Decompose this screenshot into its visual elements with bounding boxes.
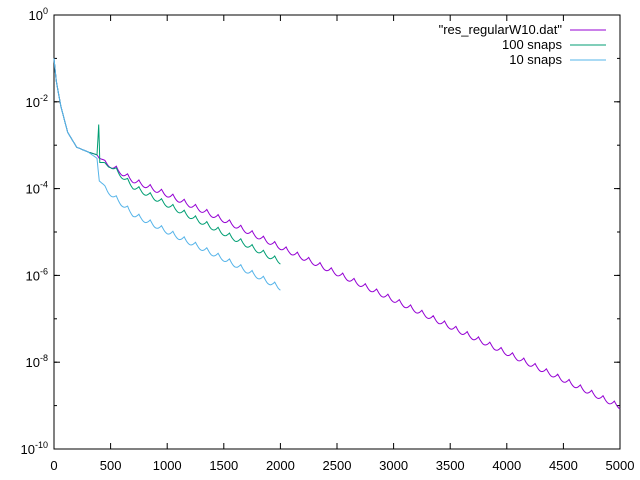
x-tick-label: 5000 bbox=[606, 458, 635, 473]
plot-frame bbox=[53, 14, 621, 450]
legend-label: "res_regularW10.dat" bbox=[439, 22, 563, 37]
x-tick-label: 0 bbox=[50, 458, 57, 473]
x-tick-label: 2500 bbox=[323, 458, 352, 473]
x-tick-label: 4500 bbox=[549, 458, 578, 473]
y-tick-label: 10-6 bbox=[26, 266, 48, 283]
y-tick-label: 10-8 bbox=[26, 353, 48, 370]
series-lines bbox=[53, 58, 621, 410]
x-tick-label: 4000 bbox=[492, 458, 521, 473]
y-tick-label: 10-4 bbox=[26, 180, 48, 197]
legend-label: 10 snaps bbox=[509, 52, 562, 67]
x-tick-label: 3000 bbox=[379, 458, 408, 473]
x-tick-label: 500 bbox=[100, 458, 122, 473]
x-tick-label: 1000 bbox=[153, 458, 182, 473]
plot-border bbox=[53, 14, 621, 450]
x-tick-label: 1500 bbox=[209, 458, 238, 473]
series-line-1 bbox=[53, 58, 281, 265]
series-line-0 bbox=[53, 58, 621, 410]
legend-label: 100 snaps bbox=[502, 37, 562, 52]
x-tick-label: 3500 bbox=[436, 458, 465, 473]
y-tick-label: 10-2 bbox=[26, 93, 48, 110]
axis-ticks: 0 500 1000 1500 2000 2500 3000 3500 4000 4500 5000… bbox=[21, 6, 635, 473]
y-tick-label: 100 bbox=[29, 6, 48, 23]
y-tick-label: 10-10 bbox=[21, 440, 48, 457]
x-tick-label: 2000 bbox=[266, 458, 295, 473]
series-line-2 bbox=[53, 58, 281, 291]
